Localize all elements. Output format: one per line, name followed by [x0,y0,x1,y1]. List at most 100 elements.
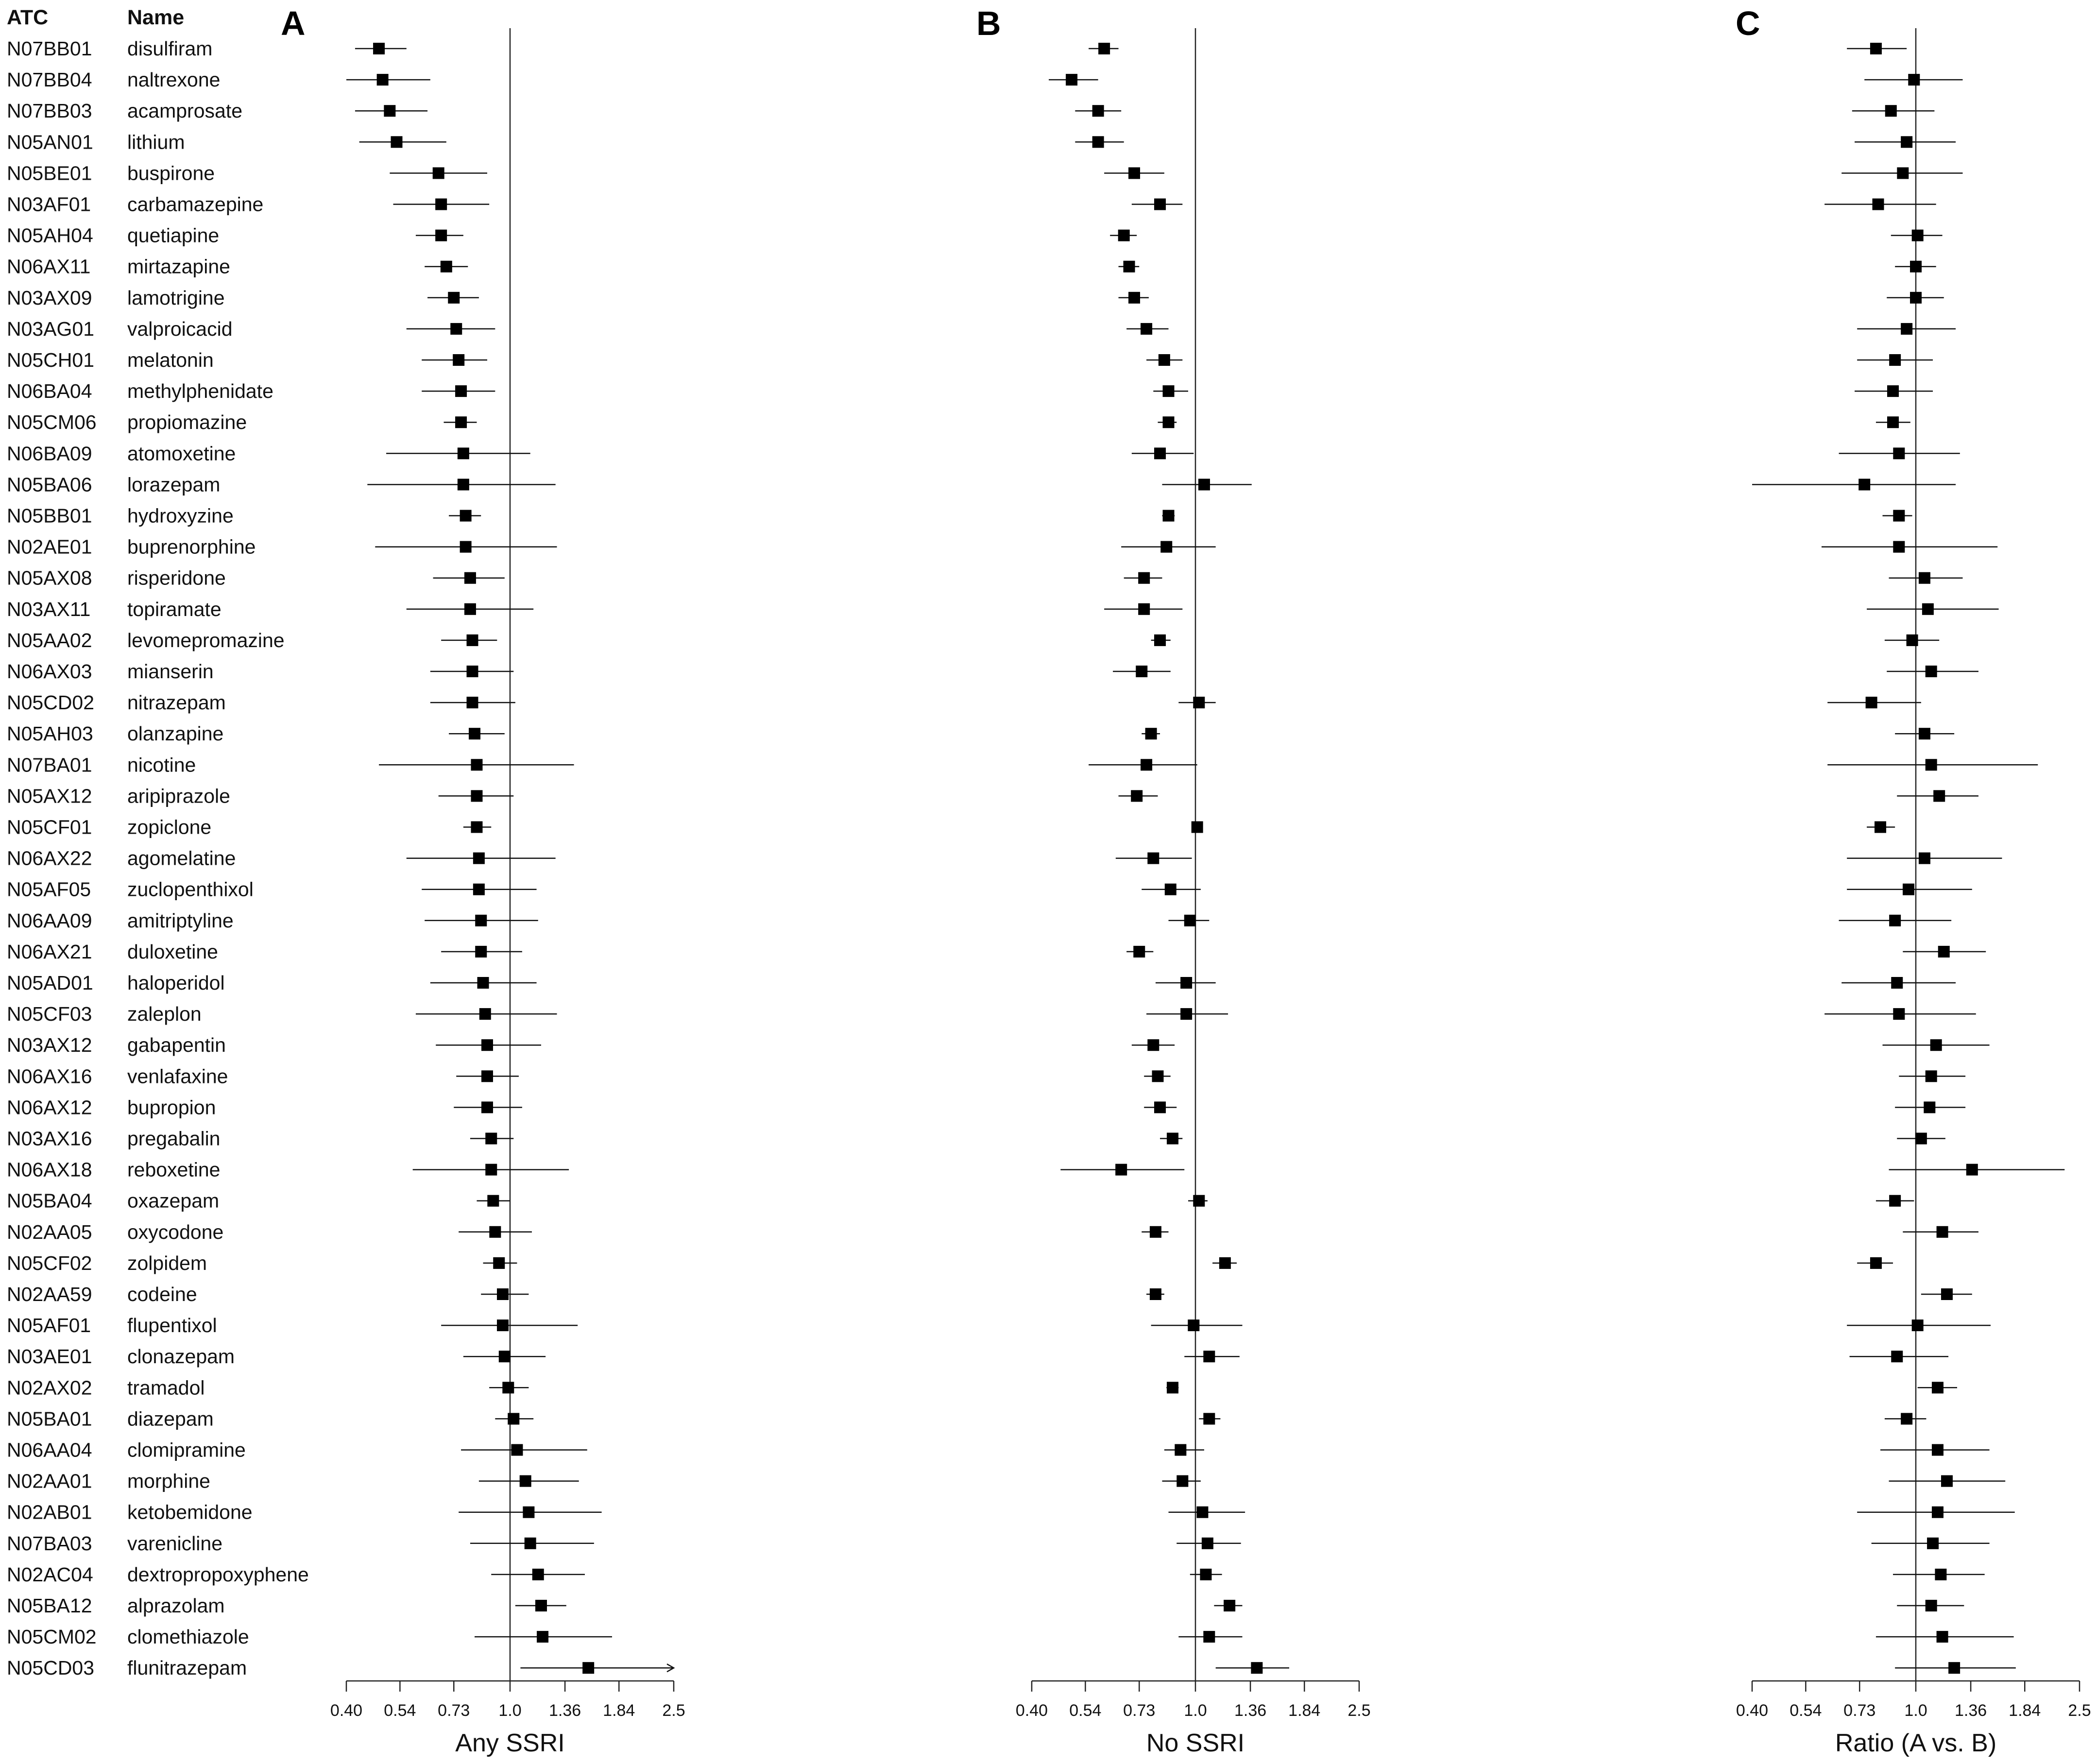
point-estimate [1931,1382,1944,1394]
point-estimate [535,1600,547,1611]
drug-name: buprenorphine [127,536,256,558]
point-estimate [475,914,487,926]
point-estimate [1870,1257,1882,1269]
point-estimate [1887,385,1899,397]
point-estimate [376,74,389,86]
point-estimate [498,1351,511,1363]
atc-code: N05BA04 [7,1190,92,1212]
drug-name: oxycodone [127,1221,223,1243]
point-estimate [502,1382,514,1394]
point-estimate [455,416,467,428]
atc-code: N07BB03 [7,100,92,122]
point-estimate [1175,1444,1187,1456]
point-estimate [466,666,478,677]
point-estimate [1897,167,1909,179]
atc-code: N05AA02 [7,629,92,651]
point-estimate [1118,229,1130,241]
point-estimate [1201,1537,1213,1549]
atc-code: N06AA09 [7,909,92,932]
drug-name: pregabalin [127,1128,221,1150]
atc-code: N05CM02 [7,1626,97,1648]
atc-code: N07BA01 [7,754,92,776]
ci-arrow-right [666,1663,675,1673]
drug-name: zopiclone [127,816,211,839]
point-estimate [582,1662,595,1674]
point-estimate [1906,634,1918,646]
point-estimate [481,1039,493,1051]
point-estimate [1936,1226,1948,1238]
drug-name: mirtazapine [127,256,230,278]
point-estimate [471,759,483,771]
point-estimate [1147,852,1159,864]
x-tick-label: 1.84 [1288,1701,1320,1720]
x-tick-label: 0.40 [1016,1701,1048,1720]
point-estimate [1154,447,1166,460]
point-estimate [1889,914,1901,926]
point-estimate [1145,728,1157,740]
point-estimate [373,43,385,54]
drug-name: lithium [127,131,185,153]
point-estimate [450,323,462,335]
point-estimate [508,1413,520,1425]
point-estimate [1166,1132,1178,1145]
point-estimate [1147,1039,1159,1051]
point-estimate [1098,43,1110,54]
drug-name: nitrazepam [127,691,226,714]
point-estimate [1902,883,1914,895]
point-estimate [464,572,476,584]
x-tick-label: 0.40 [1736,1701,1768,1720]
point-estimate [1133,945,1145,958]
point-estimate [473,883,485,895]
point-estimate [1908,74,1920,86]
point-estimate [1128,291,1141,304]
x-tick-label: 0.40 [330,1701,362,1720]
point-estimate [485,1164,497,1176]
atc-code: N05AH04 [7,224,93,247]
panel-c: C 0.40 0.54 0.73 1.0 1.36 1.84 2.5 Ratio (A vs. … [1736,4,2091,1757]
atc-code: N05BA12 [7,1594,92,1617]
atc-code: N05AX12 [7,785,92,807]
x-tick-label: 1.84 [603,1701,635,1720]
header-name: Name [127,6,184,29]
atc-code: N07BB04 [7,69,92,91]
atc-code: N02AA01 [7,1470,92,1492]
drug-name: hydroxyzine [127,505,234,527]
point-estimate [1858,479,1871,491]
drug-name: aripiprazole [127,785,230,807]
atc-code: N06AX11 [7,256,90,278]
drug-name: bupropion [127,1096,216,1118]
point-estimate [1180,977,1193,989]
point-estimate [1193,697,1205,709]
drug-name: acamprosate [127,100,242,122]
drug-name: topiramate [127,598,222,620]
atc-code: N06AA04 [7,1439,92,1461]
point-estimate [1938,945,1950,958]
point-estimate [1889,1195,1901,1207]
drug-name: alprazolam [127,1594,225,1617]
x-axis-label: Ratio (A vs. B) [1835,1729,1996,1757]
panel-label: C [1736,4,1760,42]
point-estimate [479,1008,491,1020]
point-estimate [457,479,469,491]
point-estimate [1918,572,1930,584]
header-atc: ATC [7,6,48,29]
drug-name: propiomazine [127,411,247,433]
point-estimate [1138,572,1150,584]
point-estimate [1092,105,1104,117]
atc-code: N05BE01 [7,162,92,184]
point-estimate [391,136,403,148]
point-estimate [1196,1506,1209,1518]
point-estimate [1162,385,1175,397]
point-estimate [1893,1008,1905,1020]
point-estimate [1200,1568,1212,1580]
atc-code: N03AX09 [7,287,92,309]
atc-code: N05BA06 [7,473,92,496]
point-estimate [1166,1382,1178,1394]
drug-name: dextropropoxyphene [127,1563,309,1586]
drug-name: flunitrazepam [127,1657,247,1679]
point-estimate [481,1070,493,1082]
point-estimate [1141,323,1153,335]
x-tick-label: 1.36 [549,1701,581,1720]
point-estimate [1154,634,1166,646]
point-estimate [471,790,483,802]
